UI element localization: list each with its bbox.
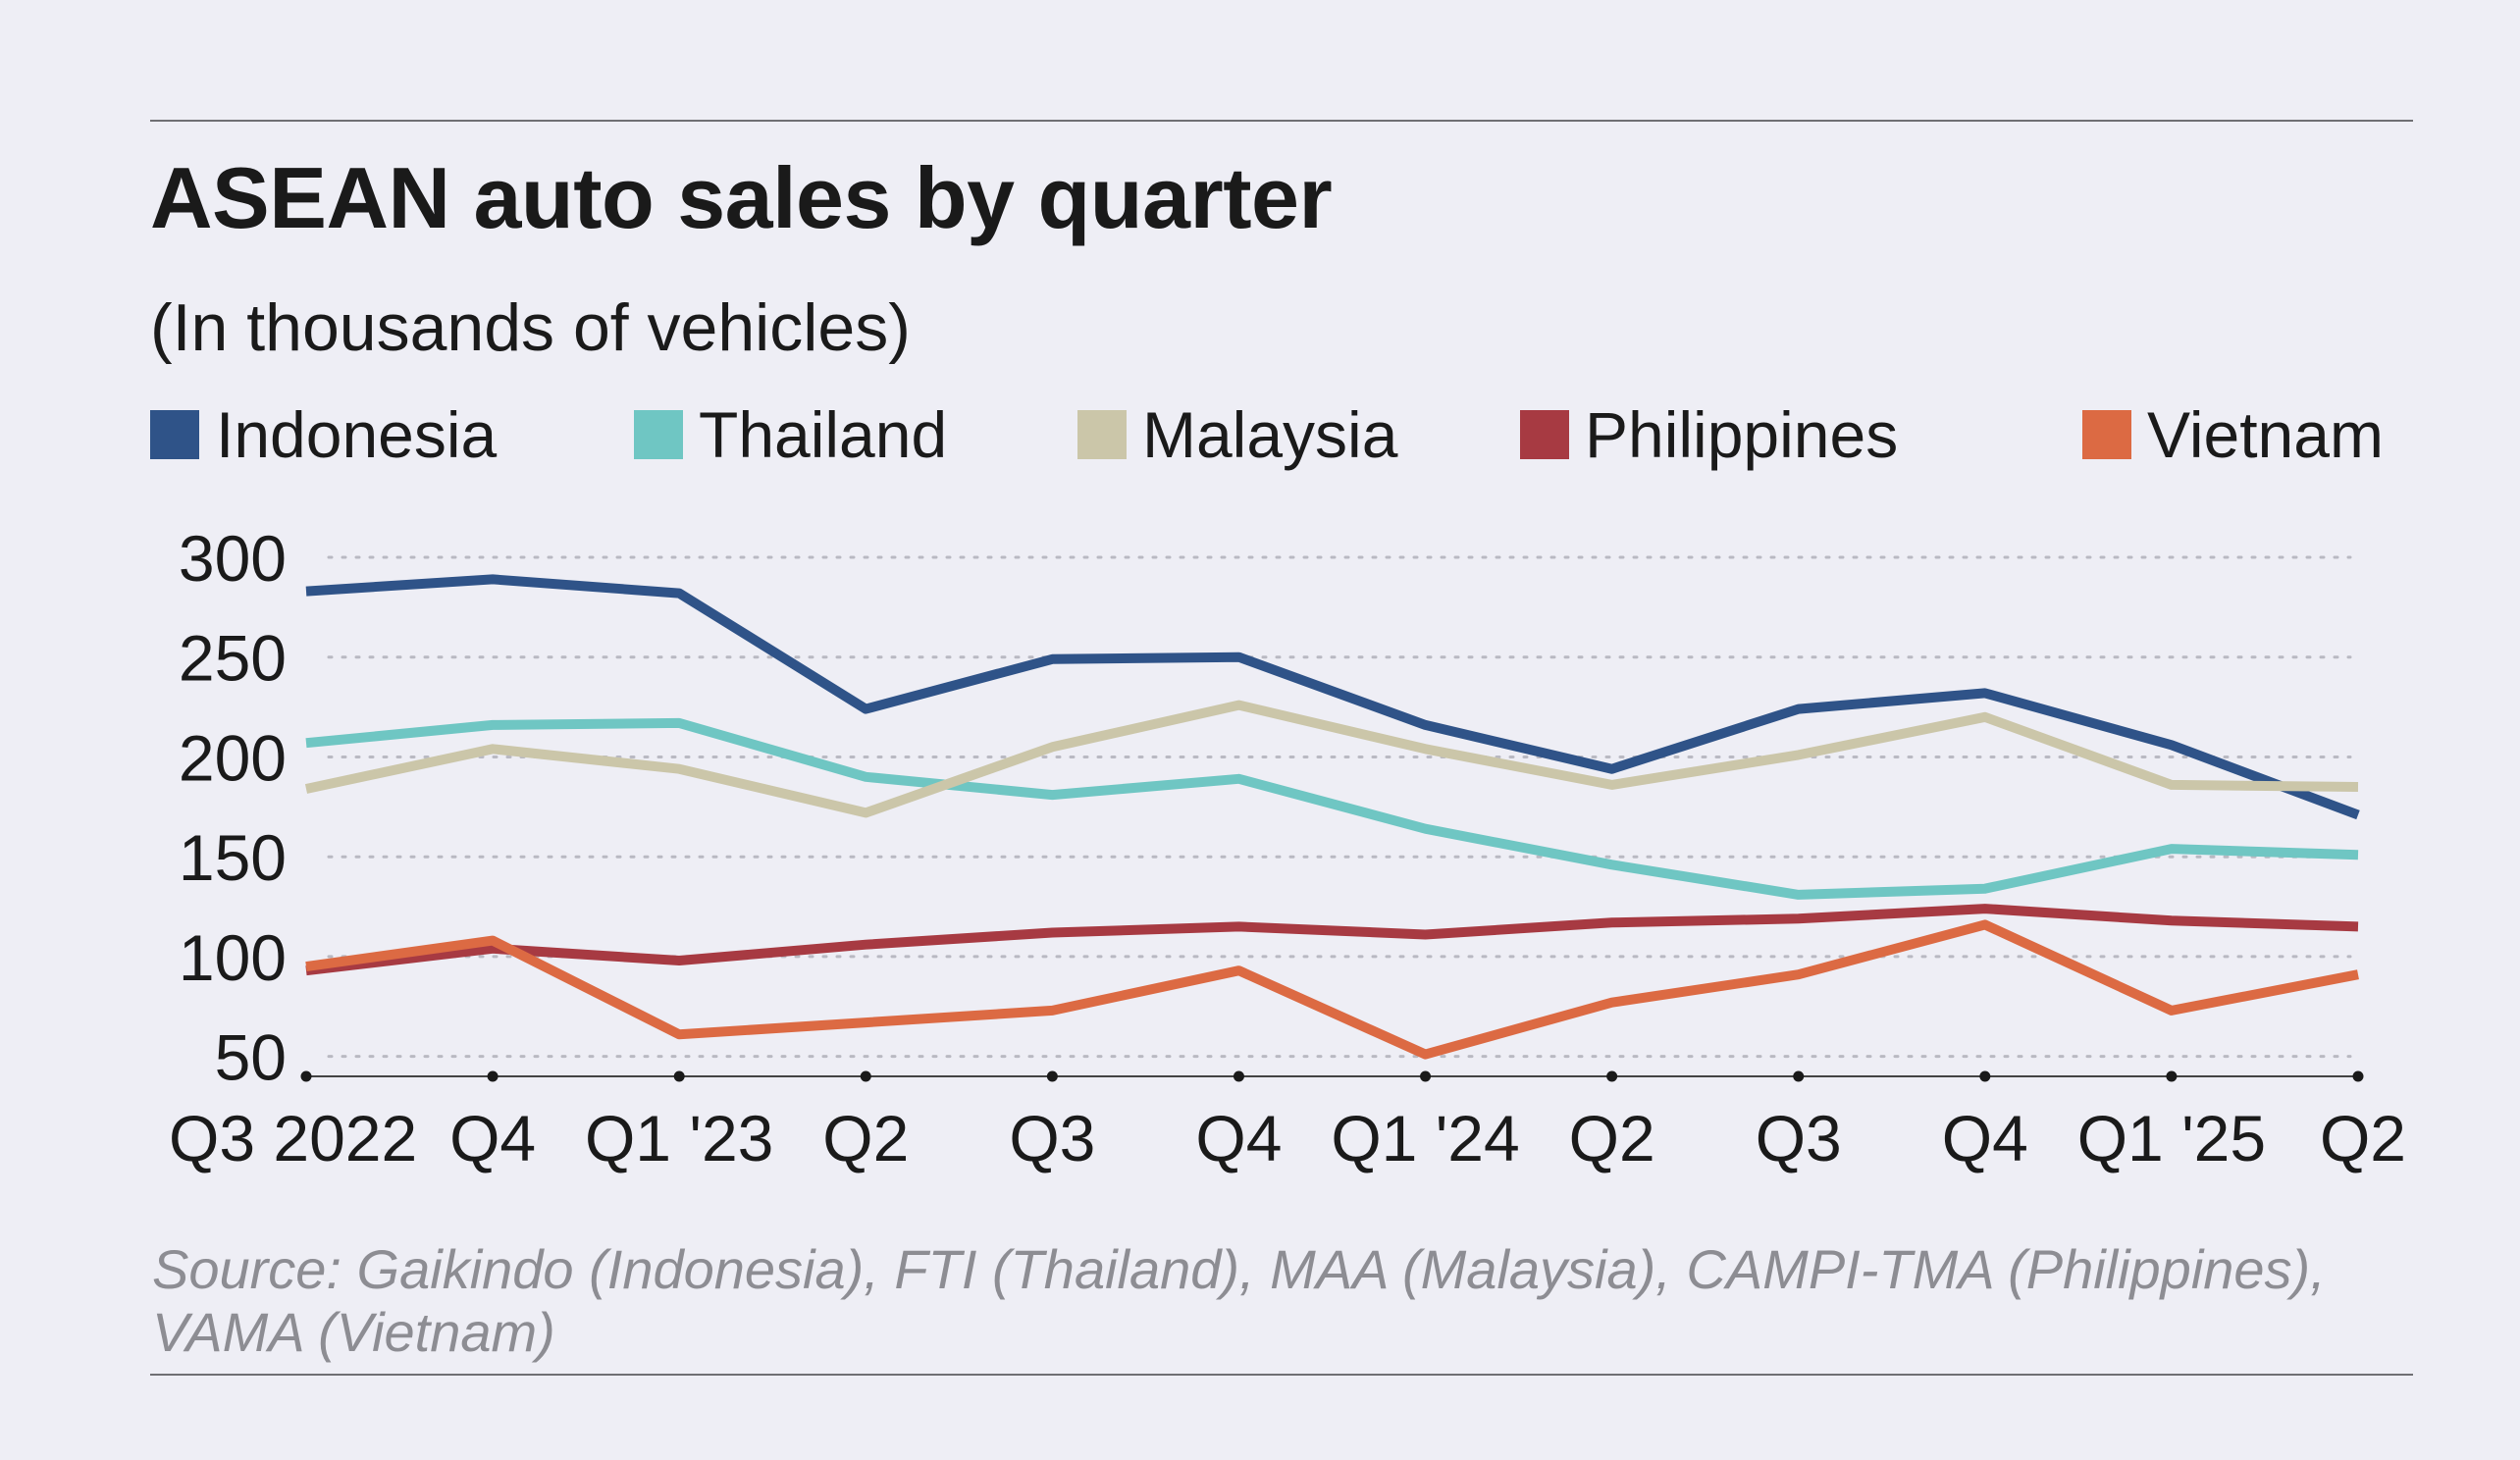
series-line-malaysia	[304, 700, 2359, 818]
legend-label-thailand: Thailand	[699, 398, 947, 471]
legend-label-indonesia: Indonesia	[216, 398, 498, 471]
series-line-thailand	[305, 717, 2359, 900]
y-tick-label-300: 300	[179, 522, 287, 595]
x-tick-label-8: Q3	[1756, 1102, 1842, 1174]
legend-item-philippines: Philippines	[1520, 398, 1898, 471]
x-tick-label-4: Q3	[1009, 1102, 1095, 1174]
y-tick-label-100: 100	[179, 921, 287, 994]
x-tick-3	[860, 1070, 871, 1082]
legend-swatch-malaysia	[1077, 410, 1127, 459]
x-tick-label-3: Q2	[822, 1102, 909, 1174]
y-axis: 300 250 200 150 100 50	[179, 522, 287, 1094]
x-tick-label-2: Q1 '23	[585, 1102, 773, 1174]
legend-swatch-thailand	[634, 410, 683, 459]
y-tick-label-50: 50	[215, 1021, 287, 1094]
legend-swatch-vietnam	[2082, 410, 2131, 459]
y-tick-label-250: 250	[179, 622, 287, 695]
x-tick-label-1: Q4	[449, 1102, 536, 1174]
x-tick-label-11: Q2	[2320, 1102, 2406, 1174]
x-tick-10	[2166, 1070, 2178, 1082]
series-line-vietnam	[305, 919, 2359, 1060]
legend-label-vietnam: Vietnam	[2147, 398, 2384, 471]
x-tick-label-10: Q1 '25	[2077, 1102, 2266, 1174]
x-tick-7	[1606, 1070, 1618, 1082]
series-line-philippines	[305, 904, 2359, 976]
legend-swatch-philippines	[1520, 410, 1569, 459]
x-tick-label-5: Q4	[1195, 1102, 1282, 1174]
x-tick-11	[2352, 1070, 2364, 1082]
y-tick-label-150: 150	[179, 821, 287, 894]
legend-swatch-indonesia	[150, 410, 199, 459]
legend-item-indonesia: Indonesia	[150, 398, 498, 471]
chart-title: ASEAN auto sales by quarter	[150, 149, 1333, 246]
legend-label-malaysia: Malaysia	[1142, 398, 1398, 471]
chart-subtitle: (In thousands of vehicles)	[150, 290, 911, 365]
x-axis: Q3 2022 Q4 Q1 '23 Q2 Q3 Q4 Q1 '24 Q2 Q3 Q4 Q1 '25 Q…	[169, 1070, 2406, 1174]
x-tick-label-0: Q3 2022	[169, 1102, 417, 1174]
x-tick-label-7: Q2	[1569, 1102, 1655, 1174]
x-tick-label-9: Q4	[1942, 1102, 2028, 1174]
x-tick-label-6: Q1 '24	[1331, 1102, 1519, 1174]
x-tick-9	[1979, 1070, 1991, 1082]
series-line-indonesia	[305, 574, 2360, 820]
legend-item-vietnam: Vietnam	[2082, 398, 2384, 471]
x-tick-6	[1420, 1070, 1432, 1082]
legend-item-thailand: Thailand	[634, 398, 947, 471]
bottom-rule	[150, 1374, 2413, 1376]
x-tick-4	[1046, 1070, 1058, 1082]
x-tick-5	[1233, 1070, 1244, 1082]
x-tick-2	[673, 1070, 685, 1082]
legend-item-malaysia: Malaysia	[1077, 398, 1398, 471]
y-tick-label-200: 200	[179, 721, 287, 794]
series-lines	[304, 574, 2360, 1060]
x-tick-8	[1793, 1070, 1805, 1082]
x-tick-1	[487, 1070, 499, 1082]
source-note: Source: Gaikindo (Indonesia), FTI (Thail…	[152, 1238, 2326, 1363]
x-tick-0	[300, 1070, 312, 1082]
legend: Indonesia Thailand Malaysia Philippines …	[150, 398, 2384, 471]
top-rule	[150, 120, 2413, 122]
legend-label-philippines: Philippines	[1585, 398, 1898, 471]
